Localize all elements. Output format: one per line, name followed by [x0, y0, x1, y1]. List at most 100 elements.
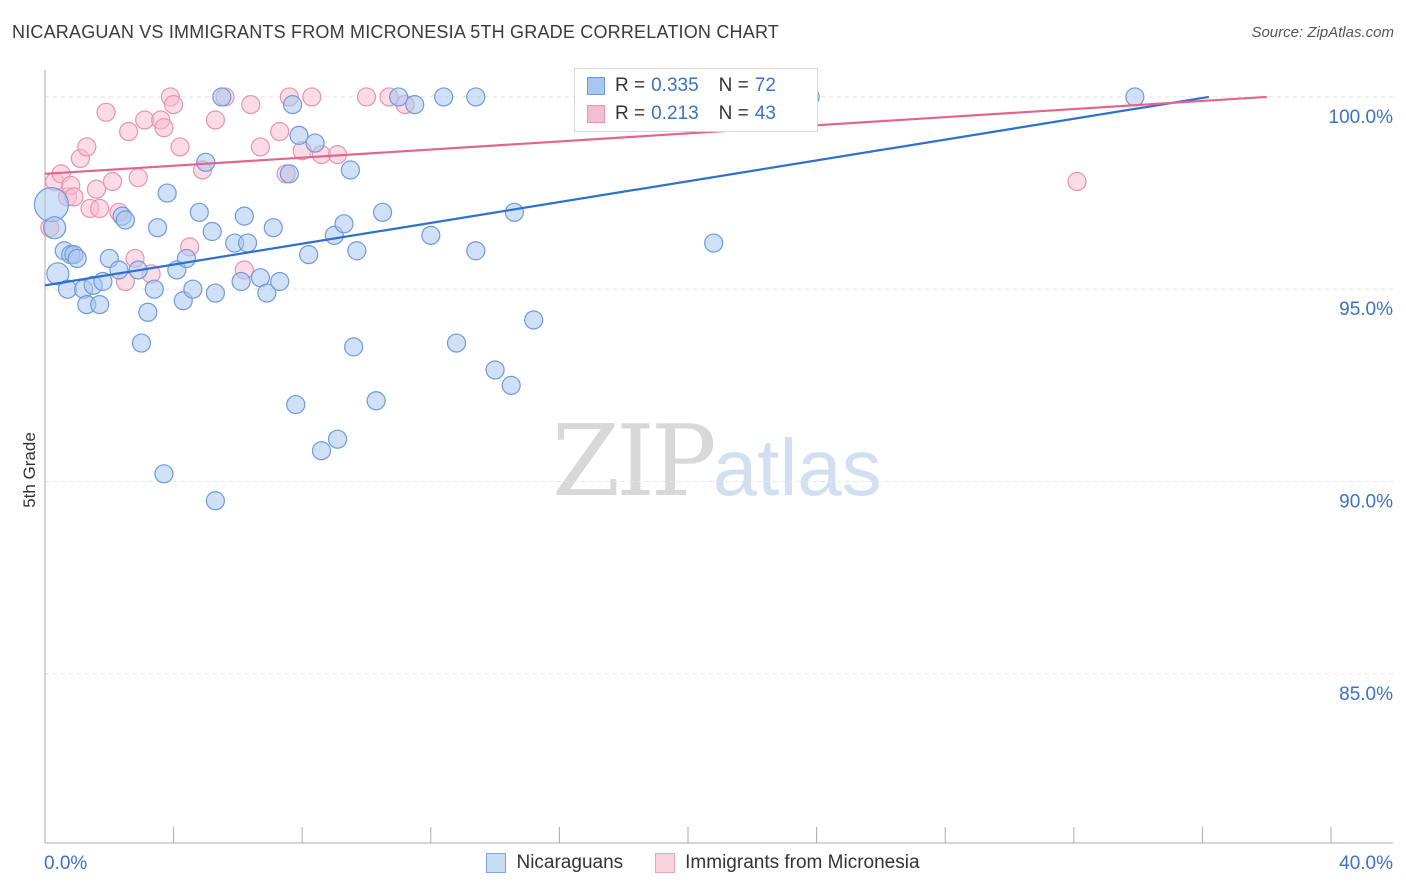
nicaraguans-point	[154, 464, 174, 484]
nicaraguans-point	[286, 394, 306, 415]
nicaraguans-point	[90, 294, 110, 315]
series-legend: Nicaraguans Immigrants from Micronesia	[0, 852, 1406, 874]
nicaraguans-point	[237, 233, 258, 253]
micronesia-point	[250, 137, 271, 157]
legend-item-nicaraguans[interactable]: Nicaraguans	[486, 852, 623, 874]
nicaraguans-point	[279, 164, 299, 184]
micronesia-point	[1067, 171, 1087, 192]
nicaraguans-point	[157, 183, 177, 203]
watermark-atlas: atlas	[712, 423, 882, 512]
nicaraguans-point	[389, 87, 409, 107]
trend-lines	[44, 95, 1267, 287]
nicaraguans-point	[347, 241, 367, 261]
nicaraguans-point	[115, 210, 135, 230]
nicaraguans-point	[372, 202, 393, 222]
nicaraguans-point	[1125, 87, 1145, 107]
legend-n-label: N =	[718, 75, 749, 96]
micronesia-point	[270, 121, 290, 142]
y-tick-label: 85.0%	[1339, 684, 1393, 705]
legend-swatch-blue	[587, 77, 605, 95]
nicaraguans-point	[405, 95, 425, 115]
x-tick-label: 0.0%	[44, 853, 87, 874]
micronesia-point	[135, 110, 155, 130]
legend-r-label: R =	[615, 75, 646, 96]
nicaraguans-point	[33, 187, 70, 223]
nicaraguans-point	[446, 333, 467, 353]
nicaraguans-point	[270, 271, 290, 292]
micronesia-point	[90, 198, 110, 219]
micronesia-point	[154, 118, 174, 138]
legend-swatch-blue	[486, 853, 507, 873]
nicaraguans-point	[202, 221, 222, 242]
nicaraguans-point	[231, 271, 251, 292]
nicaraguans-point	[144, 279, 164, 299]
legend-swatch-pink	[655, 853, 676, 873]
micronesia-point	[205, 110, 225, 130]
legend-item-micronesia[interactable]: Immigrants from Micronesia	[655, 852, 920, 874]
nicaraguans-point	[327, 429, 348, 449]
nicaraguans-point	[138, 302, 158, 322]
nicaraguans-point	[421, 225, 441, 245]
nicaraguans-point	[299, 244, 319, 265]
nicaraguans-point	[282, 95, 303, 115]
nicaraguans-point	[212, 87, 232, 107]
nicaraguans-point	[67, 248, 87, 269]
legend-r-label: R =	[615, 103, 646, 124]
nicaraguans-point	[257, 283, 277, 303]
nicaraguans-point	[289, 125, 309, 145]
nicaraguans-point	[205, 491, 225, 511]
x-tick-labels: 0.0% 40.0%	[44, 853, 1393, 874]
nicaraguans-point	[189, 202, 209, 222]
nicaraguans-point	[704, 233, 724, 253]
nicaraguans-point	[131, 333, 152, 353]
micronesia-point	[302, 87, 322, 107]
micronesia-point	[128, 168, 148, 188]
micronesia-point	[96, 102, 116, 122]
nicaraguans-point	[524, 310, 544, 330]
micronesia-point	[102, 171, 123, 192]
micronesia-point	[241, 95, 261, 115]
nicaraguans-point	[176, 248, 197, 269]
nicaraguans-point	[485, 360, 505, 380]
nicaraguans-point	[466, 241, 486, 261]
legend-label-micronesia: Immigrants from Micronesia	[685, 852, 920, 873]
nicaraguans-point	[504, 202, 524, 222]
nicaraguans-point	[234, 206, 254, 226]
nicaraguans-point	[344, 337, 364, 357]
nicaraguans-point	[183, 279, 203, 299]
x-tick-label: 40.0%	[1339, 853, 1393, 874]
micronesia-point	[356, 87, 377, 107]
nicaraguans-point	[46, 262, 70, 286]
nicaraguans-point	[466, 87, 486, 107]
legend-row-micronesia: R = 0.213 N = 43	[587, 102, 776, 126]
legend-label-nicaraguans: Nicaraguans	[516, 852, 624, 873]
source-credit: Source: ZipAtlas.com	[1251, 24, 1394, 41]
nicaraguans-point	[340, 160, 361, 180]
nicaraguans-point	[434, 87, 454, 107]
y-tick-labels: 85.0% 90.0% 95.0% 100.0%	[1329, 107, 1394, 705]
legend-n-label: N =	[718, 103, 749, 124]
micronesia-point	[170, 137, 190, 157]
legend-row-nicaraguans: R = 0.335 N = 72	[587, 74, 776, 98]
nicaraguans-point	[334, 214, 354, 234]
stats-legend: R = 0.335 N = 72 R = 0.213 N = 43	[574, 68, 818, 132]
series-nicaraguans-points	[33, 87, 1145, 511]
y-tick-label: 100.0%	[1329, 107, 1394, 128]
nicaraguans-point	[501, 375, 521, 395]
nicaraguans-point	[366, 391, 386, 411]
watermark-zip: ZIP	[552, 405, 717, 519]
legend-swatch-pink	[587, 105, 605, 123]
micronesia-point	[77, 137, 97, 157]
axes	[44, 70, 1393, 844]
y-tick-label: 95.0%	[1339, 299, 1393, 320]
nicaraguans-trend-line	[44, 95, 1210, 287]
y-tick-label: 90.0%	[1339, 491, 1393, 512]
watermark: ZIPatlas	[552, 405, 882, 519]
micronesia-trend-line	[44, 95, 1267, 175]
legend-r-value: 0.335	[651, 75, 699, 96]
nicaraguans-point	[311, 441, 332, 461]
micronesia-point	[86, 179, 107, 199]
legend-n-value: 72	[754, 75, 776, 96]
nicaraguans-point	[205, 283, 225, 303]
